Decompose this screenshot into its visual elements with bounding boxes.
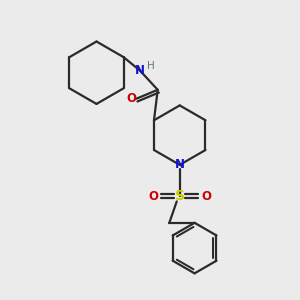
Text: S: S <box>175 189 185 203</box>
Text: N: N <box>135 64 145 77</box>
Text: N: N <box>175 158 185 171</box>
Text: O: O <box>126 92 136 105</box>
Text: O: O <box>148 190 158 202</box>
Text: O: O <box>202 190 212 202</box>
Text: H: H <box>147 61 155 71</box>
